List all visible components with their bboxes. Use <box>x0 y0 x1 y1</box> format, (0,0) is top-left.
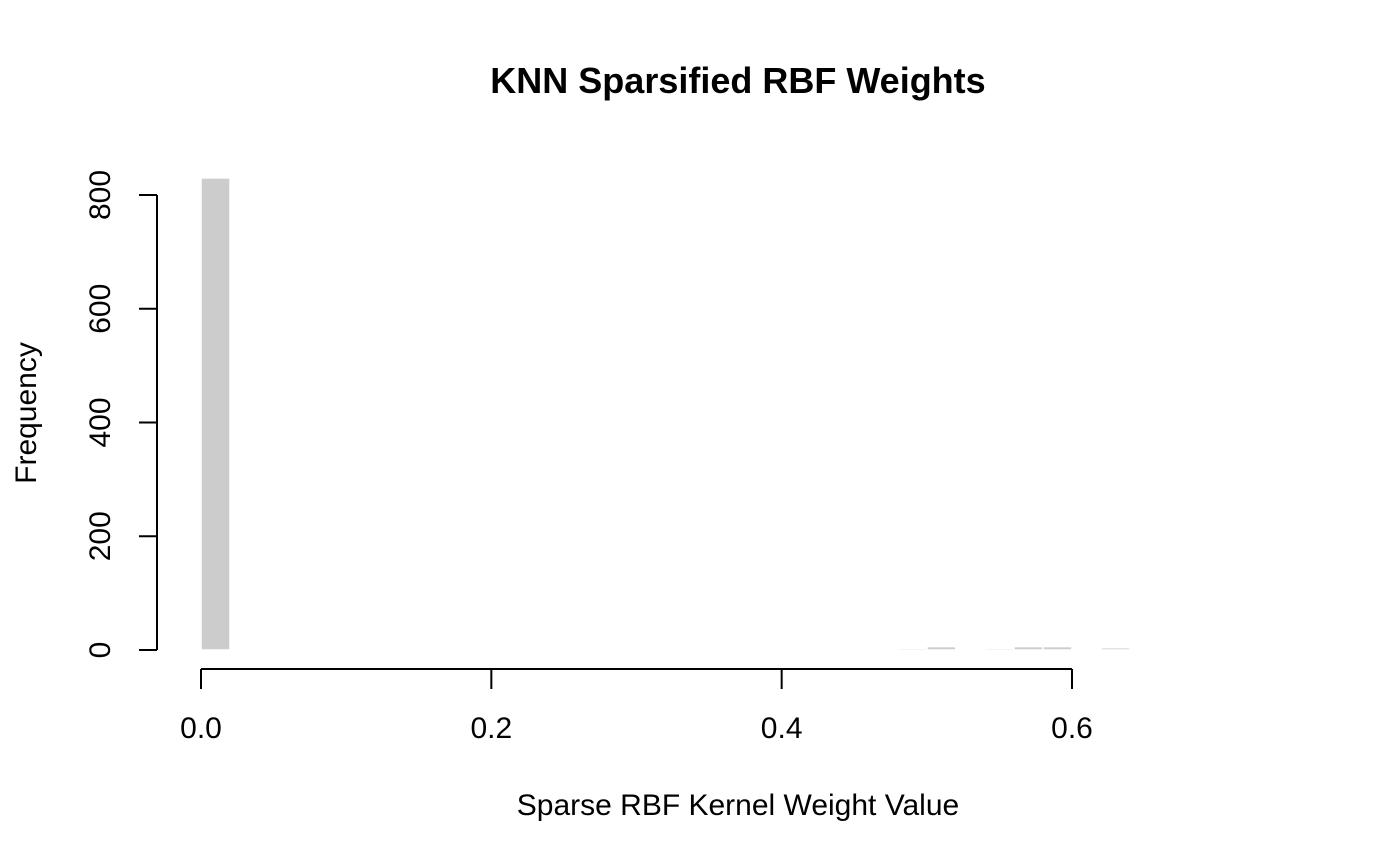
x-axis-label: Sparse RBF Kernel Weight Value <box>517 789 959 822</box>
x-tick-label: 0.4 <box>761 712 803 745</box>
histogram-bar <box>1071 648 1102 651</box>
histogram-bar <box>1100 646 1131 651</box>
x-tick-label: 0.6 <box>1051 712 1093 745</box>
x-tick-label: 0.0 <box>180 712 222 745</box>
histogram-bar <box>751 648 783 651</box>
y-tick-label: 0 <box>84 642 117 659</box>
histogram-bar <box>1129 648 1160 651</box>
bars-group <box>200 177 1160 651</box>
x-tick-label: 0.2 <box>470 712 512 745</box>
y-axis-label: Frequency <box>10 342 43 484</box>
x-axis-ticks: 0.0 0.2 0.4 0.6 <box>180 669 1093 745</box>
histogram-bar <box>664 648 696 651</box>
histogram-bar <box>200 177 231 651</box>
y-tick-label: 800 <box>84 170 117 220</box>
y-tick-label: 400 <box>84 397 117 447</box>
histogram-bar <box>955 648 986 651</box>
y-tick-label: 600 <box>84 284 117 334</box>
chart-title: KNN Sparsified RBF Weights <box>490 60 985 101</box>
histogram-bar <box>984 647 1015 651</box>
histogram-bar <box>926 645 957 651</box>
y-tick-label: 200 <box>84 511 117 561</box>
histogram-bar <box>897 647 928 651</box>
histogram-bar <box>1042 645 1073 651</box>
histogram-bar <box>1013 645 1044 651</box>
y-axis-ticks: 0 200 400 600 800 <box>84 170 157 658</box>
